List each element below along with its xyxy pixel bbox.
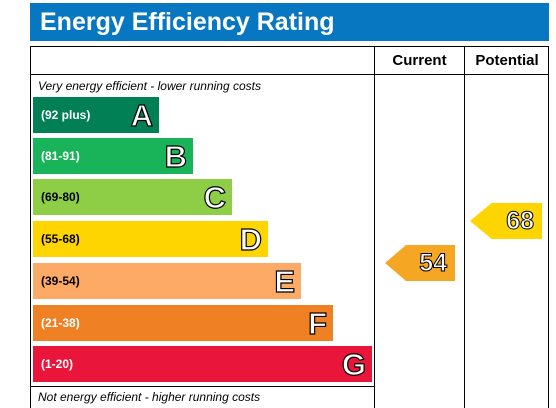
band-d: (55-68) D — [33, 221, 268, 258]
page-title: Energy Efficiency Rating — [30, 3, 549, 41]
band-e: (39-54) E — [33, 263, 301, 300]
band-letter: G — [341, 346, 366, 382]
band-f: (21-38) F — [33, 305, 333, 342]
band-range-label: (39-54) — [41, 274, 80, 288]
current-rating-value: 54 — [419, 249, 448, 278]
band-range-label: (21-38) — [41, 316, 80, 330]
band-letter: B — [164, 138, 188, 174]
band-c: (69-80) C — [33, 179, 232, 216]
band-letter: D — [239, 221, 263, 257]
band-letter: E — [274, 263, 296, 299]
band-b: (81-91) B — [33, 138, 193, 175]
potential-rating-value: 68 — [506, 207, 535, 236]
potential-column-divider — [464, 46, 465, 408]
band-range-label: (55-68) — [41, 232, 80, 246]
band-range-label: (81-91) — [41, 149, 80, 163]
top-note: Very energy efficient - lower running co… — [38, 79, 261, 93]
band-range-label: (69-80) — [41, 190, 80, 204]
band-range-label: (92 plus) — [41, 108, 91, 122]
bottom-note: Not energy efficient - higher running co… — [38, 390, 261, 404]
band-range-label: (1-20) — [41, 357, 74, 371]
band-letter: C — [203, 179, 227, 215]
bands-bottom-divider — [30, 386, 374, 387]
rating-table — [30, 46, 549, 408]
current-column-header: Current — [392, 52, 447, 69]
potential-column-header: Potential — [475, 52, 539, 69]
band-g: (1-20) G — [33, 346, 372, 383]
header-divider — [30, 74, 549, 75]
current-column-divider — [374, 46, 375, 408]
band-a: (92 plus) A — [33, 97, 159, 134]
band-letter: F — [307, 305, 327, 341]
band-letter: A — [130, 97, 154, 133]
